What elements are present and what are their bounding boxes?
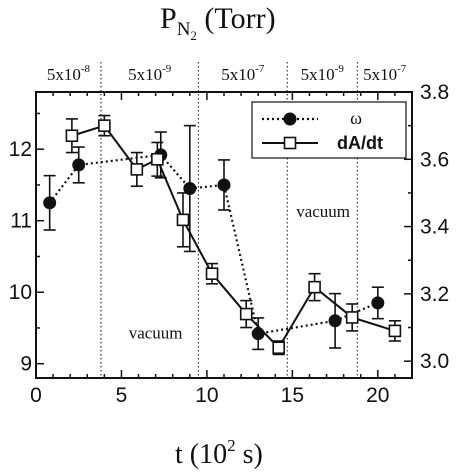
xlabel-rest: s) [236,439,263,470]
data-point [151,152,164,166]
data-point [388,324,402,338]
data-point [328,314,342,328]
data-point [98,119,111,132]
x-tick-label: 0 [30,384,42,407]
svg-text:PN2 (Torr): PN2 (Torr) [160,2,276,43]
svg-text:t (102 s): t (102 s) [175,436,263,470]
data-point [176,213,190,227]
pressure-label-3: 5x10-9 [301,63,345,84]
series-dadt [65,114,402,356]
data-point [272,341,285,355]
y-tick-label-right: 3.2 [420,283,449,306]
top-axis-title: PN2 (Torr) [160,2,276,43]
pressure-mantissa: 5x10 [221,65,255,84]
data-point [345,311,359,324]
pressure-exponent: -8 [81,63,91,75]
xlabel-sup: 2 [227,436,236,455]
title-rest: (Torr) [197,2,276,35]
y-tick-label-right: 3.6 [420,148,449,171]
annotations: vacuum vacuum [129,202,350,343]
xlabel-main: t (10 [175,439,227,470]
data-point [43,196,57,210]
legend-box [251,101,407,159]
annotation-vacuum-0: vacuum [129,324,183,343]
series-omega [43,124,385,351]
title-main: P [160,2,177,35]
pressure-labels: 5x10-8 5x10-9 5x10-7 5x10-9 5x10-7 [47,63,407,84]
x-tick-label: 5 [116,384,128,407]
legend-label-omega: ω [350,108,362,128]
title-subsub: 2 [190,28,197,43]
legend-label-dadt: dA/dt [337,133,383,153]
y-tick-label-left: 12 [9,138,32,161]
pressure-mantissa: 5x10 [128,65,162,84]
pressure-exponent: -9 [335,63,345,75]
pressure-mantissa: 5x10 [47,65,81,84]
axis-ticks: 0 5 10 15 20 9 10 11 12 3.0 3.2 3.4 3.6 3.8 [9,81,450,407]
pressure-label-4: 5x10-7 [363,63,407,84]
data-point [130,163,144,176]
title-sub: N [177,19,191,40]
pressure-mantissa: 5x10 [363,65,397,84]
y-tick-label-left: 11 [10,210,32,233]
x-tick-label: 20 [366,384,389,407]
x-axis-label: t (102 s) [175,436,263,470]
x-tick-label: 10 [195,384,218,407]
legend-marker-dadt [283,136,297,150]
data-point [251,327,265,341]
annotation-vacuum-1: vacuum [296,202,350,221]
pressure-label-2: 5x10-7 [221,63,265,84]
data-point [205,267,219,280]
legend-marker-omega [283,112,297,126]
data-point [371,296,385,310]
data-point [72,158,86,172]
pressure-label-0: 5x10-8 [47,63,91,84]
y-tick-label-right: 3.0 [420,350,449,373]
data-point [308,280,321,294]
series-line [48,153,379,335]
x-tick-label: 15 [281,384,304,407]
y-tick-label-left: 9 [20,353,32,376]
series-layer [43,114,402,356]
y-tick-label-left: 10 [9,281,32,304]
pressure-label-1: 5x10-9 [128,63,172,84]
pressure-exponent: -9 [162,63,172,75]
y-tick-label-right: 3.8 [420,81,449,104]
pressure-exponent: -7 [255,63,265,75]
legend: ω dA/dt [251,101,407,159]
data-point [217,178,231,192]
pressure-mantissa: 5x10 [301,65,335,84]
y-tick-label-right: 3.4 [420,216,450,239]
data-point [239,307,253,321]
data-point [65,129,79,143]
data-point [183,182,197,196]
pressure-exponent: -7 [397,63,407,75]
